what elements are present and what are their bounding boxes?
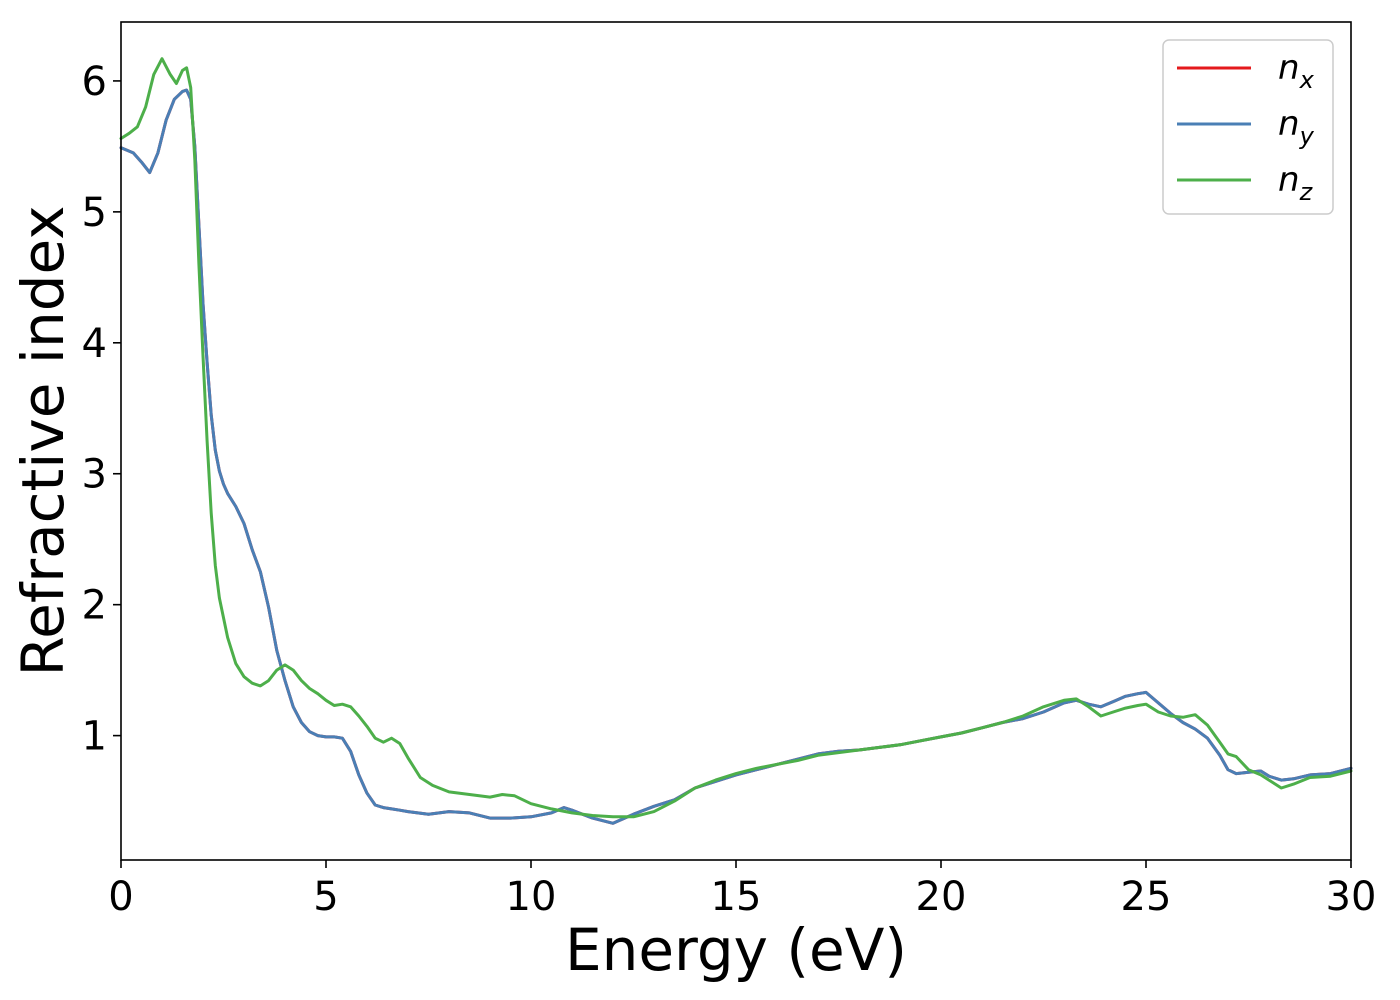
x-tick-label: 0: [108, 874, 133, 920]
y-tick-label: 2: [82, 583, 107, 629]
y-axis-title: Refractive index: [9, 205, 77, 676]
x-axis-ticks: 0 5 10 15 20 25 30: [108, 860, 1376, 920]
series-line-nz: [119, 57, 1353, 819]
legend-box: [1162, 39, 1334, 215]
y-tick-label: 5: [82, 190, 107, 236]
y-tick-label: 6: [82, 59, 107, 105]
y-tick-label: 3: [82, 452, 107, 498]
x-tick-label: 10: [506, 874, 557, 920]
x-tick-label: 30: [1326, 874, 1377, 920]
series-line-ny: [119, 88, 1353, 825]
x-tick-label: 15: [711, 874, 762, 920]
x-axis-title: Energy (eV): [565, 916, 907, 984]
x-tick-label: 5: [313, 874, 338, 920]
x-tick-label: 20: [916, 874, 967, 920]
y-tick-label: 4: [82, 321, 107, 367]
y-tick-label: 1: [82, 714, 107, 760]
series-layer: [119, 57, 1353, 825]
x-tick-label: 25: [1121, 874, 1172, 920]
y-axis-ticks: 1 2 3 4 5 6: [82, 59, 121, 760]
plot-background: [121, 22, 1351, 860]
